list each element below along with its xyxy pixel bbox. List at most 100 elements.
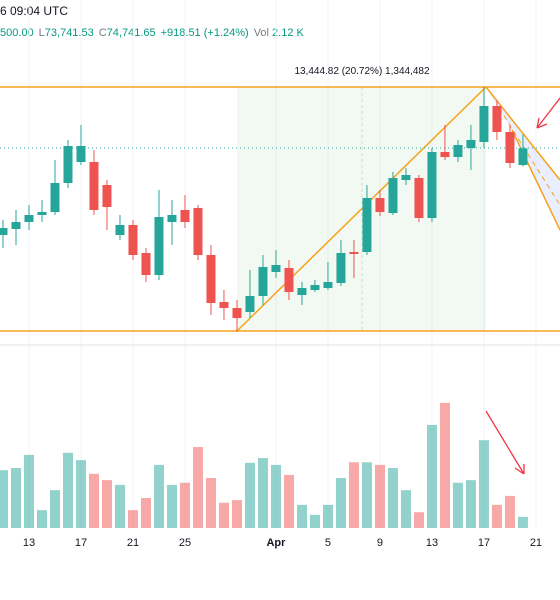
legend-value: 2.12 K bbox=[272, 27, 304, 39]
volume-bar bbox=[465, 480, 476, 528]
legend-value: 74,741.65 bbox=[106, 27, 156, 39]
volume-bar bbox=[127, 510, 138, 528]
volume-bar bbox=[49, 490, 60, 528]
marks bbox=[0, 87, 528, 528]
candle-body bbox=[427, 152, 437, 218]
candle-body bbox=[466, 140, 476, 148]
volume-bar bbox=[101, 480, 112, 528]
volume-bar bbox=[387, 468, 398, 528]
volume-bar bbox=[23, 454, 34, 528]
volume-bar bbox=[88, 473, 99, 528]
x-tick-label: 17 bbox=[75, 537, 87, 549]
volume-bar bbox=[140, 498, 151, 528]
candle-body bbox=[193, 208, 203, 255]
arrow bbox=[485, 410, 525, 475]
ohlc-legend: 500.00 L73,741.53 C74,741.65 +918.51 (+1.24… bbox=[0, 27, 309, 39]
legend-change: +918.51 (+1.24%) bbox=[160, 27, 249, 39]
candle-body bbox=[271, 265, 281, 272]
candle-body bbox=[154, 217, 164, 275]
arrow bbox=[536, 97, 560, 129]
candle-body bbox=[206, 255, 216, 303]
volume-bar bbox=[10, 468, 21, 528]
candle-body bbox=[0, 228, 8, 235]
volume-bar bbox=[504, 495, 515, 528]
volume-bar bbox=[75, 460, 86, 528]
candle-body bbox=[505, 132, 515, 163]
volume-bar bbox=[309, 514, 320, 528]
x-tick-label: 5 bbox=[325, 537, 331, 549]
candle-body bbox=[388, 178, 398, 213]
volume-bar bbox=[231, 500, 242, 528]
candle-body bbox=[492, 106, 502, 132]
volume-bar bbox=[478, 440, 489, 528]
candle-body bbox=[102, 185, 112, 207]
volume-bar bbox=[517, 516, 528, 528]
candle-body bbox=[180, 210, 190, 222]
channel-mid bbox=[498, 107, 560, 206]
candle-body bbox=[128, 225, 138, 255]
volume-bar bbox=[439, 402, 450, 528]
channel-upper bbox=[485, 86, 560, 181]
candle-body bbox=[349, 252, 359, 254]
candle-body bbox=[232, 308, 242, 318]
volume-bar bbox=[153, 464, 164, 528]
legend-label: C bbox=[98, 27, 107, 39]
candle-body bbox=[89, 162, 99, 210]
volume-bar bbox=[296, 504, 307, 528]
candle-body bbox=[219, 302, 229, 308]
volume-bar bbox=[218, 502, 229, 528]
candle-body bbox=[440, 152, 450, 157]
legend-label: Vol bbox=[253, 27, 269, 39]
volume-bar bbox=[62, 452, 73, 528]
x-tick-label: Apr bbox=[266, 537, 286, 549]
candle-body bbox=[11, 222, 21, 229]
candle-body bbox=[284, 268, 294, 292]
volume-bar bbox=[192, 447, 203, 528]
legend-label: L bbox=[38, 27, 45, 39]
header-time: 6 09:04 UTC bbox=[0, 4, 69, 18]
volume-bar bbox=[413, 512, 424, 528]
legend-value: 500.00 bbox=[0, 27, 34, 39]
x-tick-label: 13 bbox=[426, 537, 438, 549]
candle-body bbox=[24, 215, 34, 222]
x-tick-label: 21 bbox=[530, 537, 542, 549]
volume-bar bbox=[36, 510, 47, 528]
volume-bar bbox=[257, 458, 268, 528]
volume-bar bbox=[400, 490, 411, 528]
volume-bar bbox=[348, 462, 359, 528]
candle-body bbox=[414, 178, 424, 218]
volume-bar bbox=[0, 470, 8, 528]
x-tick-label: 25 bbox=[179, 537, 191, 549]
volume-bar bbox=[205, 478, 216, 528]
measure-label: 13,444.82 (20.72%) 1,344,482 bbox=[294, 66, 430, 77]
volume-bar bbox=[270, 464, 281, 528]
candle-body bbox=[310, 285, 320, 290]
candle-body bbox=[453, 145, 463, 157]
candle-body bbox=[336, 253, 346, 283]
candle-body bbox=[141, 253, 151, 275]
candle-body bbox=[245, 296, 255, 312]
candle-body bbox=[76, 146, 86, 162]
x-tick-label: 9 bbox=[377, 537, 383, 549]
volume-bar bbox=[426, 424, 437, 528]
x-tick-label: 17 bbox=[478, 537, 490, 549]
legend-value: 73,741.53 bbox=[44, 27, 94, 39]
arrows bbox=[485, 97, 560, 475]
candle-body bbox=[297, 288, 307, 295]
candle-body bbox=[258, 267, 268, 296]
candle-body bbox=[115, 225, 125, 235]
candle-body bbox=[37, 212, 47, 215]
volume-bar bbox=[374, 464, 385, 528]
volume-bar bbox=[283, 474, 294, 528]
candle-body bbox=[362, 198, 372, 252]
candle-body bbox=[518, 148, 528, 166]
candle-body bbox=[479, 106, 489, 142]
candle-body bbox=[375, 198, 385, 212]
volume-bar bbox=[361, 462, 372, 528]
volume-bar bbox=[452, 482, 463, 528]
volume-bar bbox=[322, 504, 333, 528]
candle-body bbox=[50, 183, 60, 212]
candle-body bbox=[401, 175, 411, 180]
